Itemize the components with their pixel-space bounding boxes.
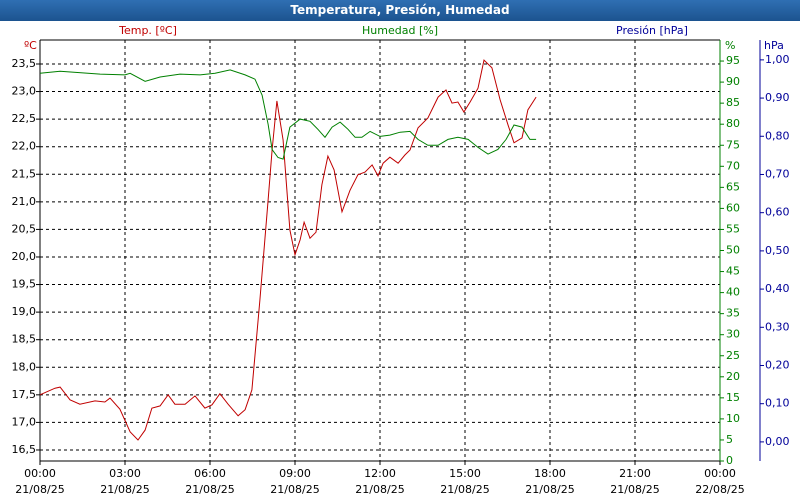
- y2-tick-label: 60: [726, 201, 740, 214]
- y2-tick-label: 40: [726, 286, 740, 299]
- y3-tick-label: 0,60: [765, 206, 790, 219]
- y2-axis-label: %: [725, 39, 735, 52]
- y-tick-label: 17,0: [12, 415, 37, 428]
- y2-tick-label: 50: [726, 244, 740, 257]
- y-tick-label: 19,5: [12, 278, 37, 291]
- y3-tick-label: 0,70: [765, 167, 790, 180]
- x-tick-label: 12:00 21/08/25: [355, 467, 405, 496]
- y3-axis-label: hPa: [764, 39, 784, 52]
- y-tick-label: 18,5: [12, 333, 37, 346]
- y3-tick-label: 0,00: [765, 435, 790, 448]
- x-tick-label: 06:00 21/08/25: [185, 467, 235, 496]
- x-tick-label: 09:00 21/08/25: [270, 467, 320, 496]
- y2-tick-label: 85: [726, 96, 740, 109]
- y-tick-label: 16,5: [12, 443, 37, 456]
- y3-tick-label: 1,00: [765, 53, 790, 66]
- y-tick-label: 17,5: [12, 388, 37, 401]
- y3-tick-label: 0,50: [765, 244, 790, 257]
- y-tick-label: 22,0: [12, 140, 37, 153]
- y-tick-label: 20,0: [12, 250, 37, 263]
- series-line: [39, 69, 537, 160]
- legend-entry: Presión [hPa]: [616, 24, 688, 37]
- y-tick-label: 21,0: [12, 195, 37, 208]
- y-axis-label: ºC: [24, 39, 37, 52]
- y2-tick-label: 90: [726, 75, 740, 88]
- y2-tick-label: 20: [726, 370, 740, 383]
- y2-tick-label: 15: [726, 391, 740, 404]
- y3-tick-label: 0,80: [765, 129, 790, 142]
- y3-tick-label: 0,90: [765, 91, 790, 104]
- y2-tick-label: 25: [726, 349, 740, 362]
- x-tick-label: 03:00 21/08/25: [100, 467, 150, 496]
- y-tick-label: 19,0: [12, 305, 37, 318]
- y2-tick-label: 70: [726, 159, 740, 172]
- y2-tick-label: 65: [726, 180, 740, 193]
- y3-tick-label: 0,10: [765, 397, 790, 410]
- chart-title: Temperatura, Presión, Humedad: [0, 0, 800, 21]
- y2-tick-label: 10: [726, 412, 740, 425]
- y-tick-label: 23,0: [12, 85, 37, 98]
- series-line: [39, 59, 537, 441]
- y-tick-label: 20,5: [12, 222, 37, 235]
- y2-tick-label: 30: [726, 328, 740, 341]
- x-tick-label: 21:00 21/08/25: [610, 467, 660, 496]
- y-tick-label: 22,5: [12, 112, 37, 125]
- y2-tick-label: 0: [726, 454, 733, 467]
- y2-tick-label: 55: [726, 222, 740, 235]
- y2-tick-label: 45: [726, 265, 740, 278]
- x-tick-label: 18:00 21/08/25: [525, 467, 575, 496]
- x-tick-label: 00:00 21/08/25: [15, 467, 65, 496]
- y-tick-label: 21,5: [12, 167, 37, 180]
- y3-tick-label: 0,30: [765, 320, 790, 333]
- y2-tick-label: 75: [726, 138, 740, 151]
- x-tick-label: 15:00 21/08/25: [440, 467, 490, 496]
- y2-tick-label: 35: [726, 307, 740, 320]
- y3-tick-label: 0,20: [765, 358, 790, 371]
- y2-tick-label: 95: [726, 54, 740, 67]
- y3-tick-label: 0,40: [765, 282, 790, 295]
- y-tick-label: 18,0: [12, 360, 37, 373]
- y2-tick-label: 5: [726, 433, 733, 446]
- legend-entry: Humedad [%]: [362, 24, 438, 37]
- y-tick-label: 23,5: [12, 57, 37, 70]
- legend-entry: Temp. [ºC]: [118, 24, 177, 37]
- x-tick-label: 00:00 22/08/25: [695, 467, 745, 496]
- y2-tick-label: 80: [726, 117, 740, 130]
